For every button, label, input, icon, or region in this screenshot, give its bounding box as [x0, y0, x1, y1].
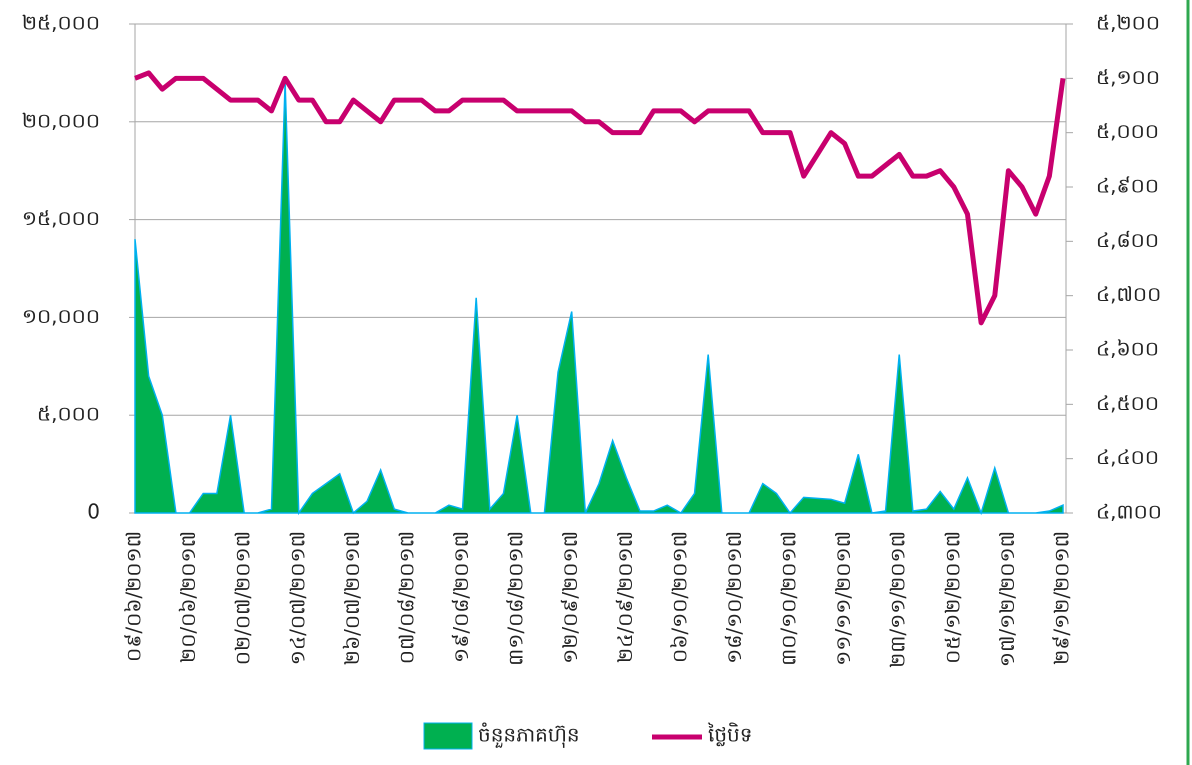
x-tick-label: ០៩/០៦/២០១៧ — [122, 531, 146, 662]
x-tick-label: ១២/០៩/២០១៧ — [558, 531, 582, 664]
y2-tick-label: ៥,១០០ — [1096, 65, 1160, 89]
x-tick-label: ២៩/១២/២០១៧ — [1050, 531, 1074, 665]
y2-tick-label: ៤,៥០០ — [1096, 391, 1159, 415]
y2-tick-label: ៤,៨០០ — [1096, 228, 1159, 252]
y-tick-label: ២៥,០០០ — [22, 11, 100, 35]
price-line — [134, 70, 1066, 326]
y-tick-label: ២០,០០០ — [22, 108, 100, 132]
x-tick-label: ០២/០៧/២០១៧ — [231, 531, 255, 665]
x-tick-label: ១៤/០៧/២០១៧ — [285, 531, 309, 665]
y2-tick-label: ៤,៧០០ — [1096, 282, 1161, 306]
x-tick-label: ៣០/១០/២០១៧ — [777, 531, 801, 666]
x-tick-label: ០៥/១២/២០១៧ — [940, 531, 964, 664]
legend-swatch — [423, 722, 473, 750]
x-tick-label: ២៣/១១/២០១៧ — [886, 531, 910, 668]
y-tick-label: ១០,០០០ — [22, 304, 100, 328]
y2-tick-label: ៤,៤០០ — [1096, 445, 1159, 469]
y-tick-label: ៥,០០០ — [37, 402, 100, 426]
legend-label: ចំនួនភាគហ៊ុន — [478, 722, 580, 749]
x-tick-label: ២០/០៦/២០១៧ — [176, 531, 200, 663]
y-tick-label: ១៥,០០០ — [22, 206, 100, 230]
y-tick-label: 0 — [87, 500, 100, 524]
x-tick-label: ១១/១១/២០១៧ — [831, 531, 855, 666]
x-tick-label: ២៦/០៧/២០១៧ — [340, 531, 364, 665]
legend-label: ថ្លៃបិទ — [707, 722, 752, 747]
x-tick-label: ១៨/១០/២០១៧ — [722, 531, 746, 664]
y2-tick-label: ៤,៦០០ — [1096, 337, 1159, 361]
y2-tick-label: ៤,៩០០ — [1096, 174, 1159, 198]
x-tick-label: ១៩/០៨/២០១៧ — [449, 531, 473, 663]
x-tick-label: ១៧/១២/២០១៧ — [995, 531, 1019, 667]
y2-tick-label: ៤,៣០០ — [1096, 500, 1162, 524]
y2-tick-label: ៥,០០០ — [1096, 119, 1159, 143]
x-tick-label: ០៧/០៨/២០១៧ — [394, 531, 418, 664]
x-tick-label: ០៦/១០/២០១៧ — [667, 531, 691, 663]
volume-area — [134, 82, 1064, 516]
y2-tick-label: ៥,២០០ — [1096, 11, 1160, 35]
x-tick-label: ២៤/០៩/២០១៧ — [613, 531, 637, 663]
x-tick-label: ៣១/០៨/២០១៧ — [504, 531, 528, 666]
